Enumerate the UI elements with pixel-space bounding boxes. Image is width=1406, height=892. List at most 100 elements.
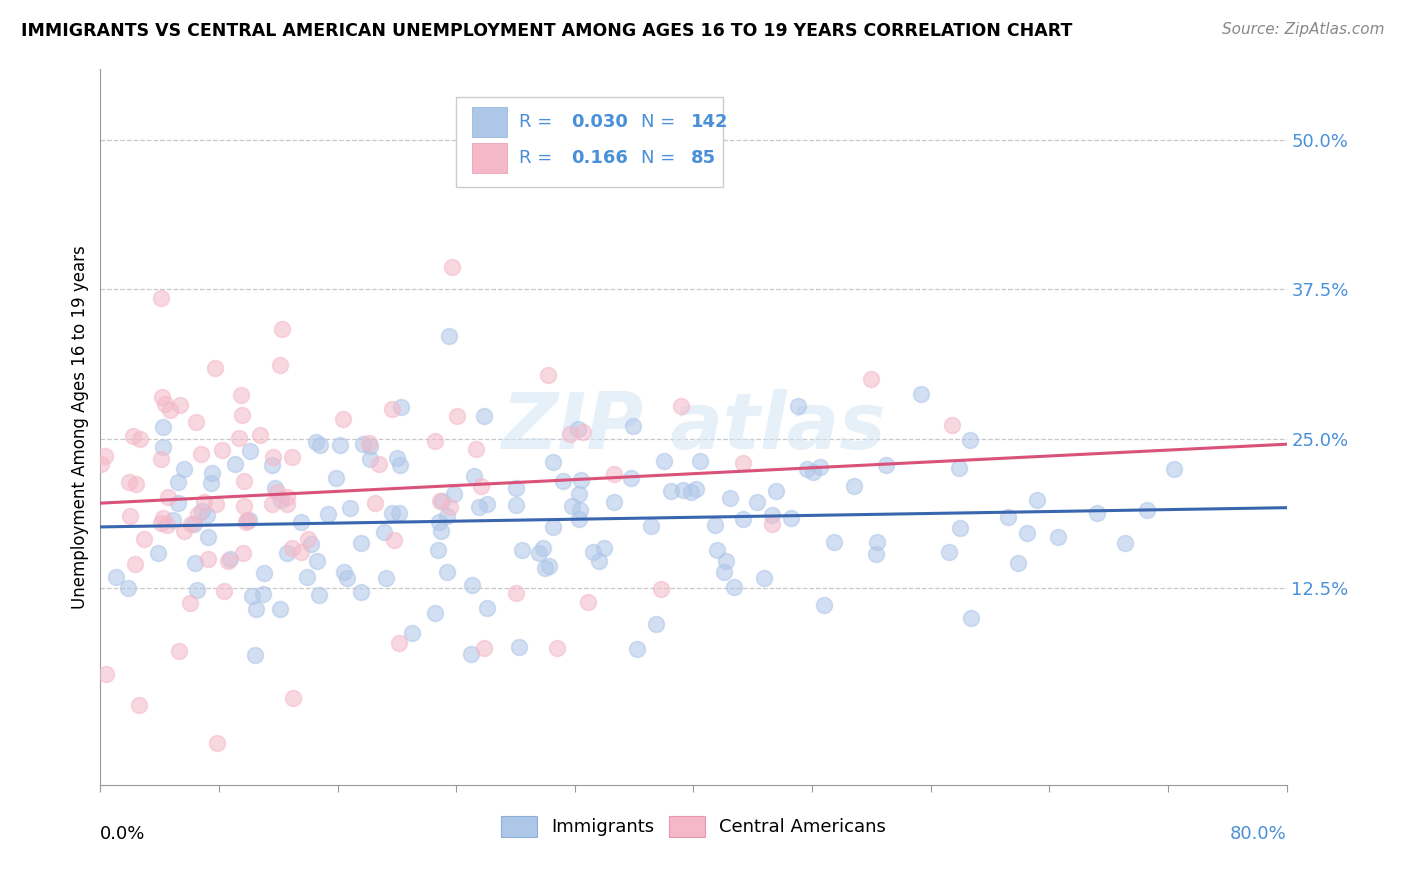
Point [305, 434, 328, 449]
Point [367, 457, 389, 471]
Point [537, 558, 560, 573]
Point [359, 439, 381, 453]
Text: R =: R = [519, 113, 553, 131]
Point [603, 494, 626, 508]
Point [183, 516, 205, 531]
Point [813, 598, 835, 612]
Point [779, 511, 801, 525]
Point [531, 541, 554, 555]
Point [948, 461, 970, 475]
Point [200, 476, 222, 491]
Point [959, 433, 981, 447]
Point [336, 571, 359, 585]
Point [389, 400, 412, 414]
Text: ZIP atlas: ZIP atlas [502, 389, 886, 465]
Point [733, 456, 755, 470]
Point [1026, 492, 1049, 507]
Point [169, 398, 191, 412]
Point [269, 602, 291, 616]
Point [468, 500, 491, 514]
Point [195, 508, 218, 522]
Point [938, 544, 960, 558]
Point [191, 504, 214, 518]
Point [269, 358, 291, 372]
Text: Source: ZipAtlas.com: Source: ZipAtlas.com [1222, 22, 1385, 37]
Point [508, 640, 530, 654]
Point [124, 558, 146, 572]
Point [568, 512, 591, 526]
Point [439, 500, 461, 514]
Text: 142: 142 [692, 113, 728, 131]
Point [689, 454, 711, 468]
Point [252, 587, 274, 601]
Point [169, 644, 191, 658]
Point [352, 437, 374, 451]
Point [551, 474, 574, 488]
Point [375, 571, 398, 585]
Point [569, 473, 592, 487]
Point [754, 571, 776, 585]
Point [446, 409, 468, 423]
Point [173, 524, 195, 539]
Point [167, 475, 190, 489]
Point [436, 508, 458, 523]
Point [228, 431, 250, 445]
Point [640, 519, 662, 533]
Text: 80.0%: 80.0% [1230, 824, 1286, 843]
Point [262, 450, 284, 464]
Point [218, 551, 240, 566]
Point [134, 532, 156, 546]
Point [1136, 503, 1159, 517]
Point [541, 455, 564, 469]
Point [733, 511, 755, 525]
Point [477, 497, 499, 511]
Point [235, 515, 257, 529]
Point [860, 372, 883, 386]
Point [1114, 535, 1136, 549]
Point [309, 437, 332, 451]
Point [681, 485, 703, 500]
Point [118, 475, 141, 489]
Point [238, 513, 260, 527]
Point [232, 546, 254, 560]
Point [875, 458, 897, 473]
Point [159, 403, 181, 417]
Point [603, 467, 626, 481]
Point [527, 547, 550, 561]
Point [381, 401, 404, 416]
Text: N =: N = [641, 113, 675, 131]
Text: 0.166: 0.166 [571, 149, 628, 167]
Point [440, 260, 463, 274]
Point [443, 487, 465, 501]
Point [645, 616, 668, 631]
Point [325, 470, 347, 484]
Point [152, 420, 174, 434]
Point [461, 578, 484, 592]
Point [626, 641, 648, 656]
Point [262, 497, 284, 511]
Point [672, 483, 695, 497]
Y-axis label: Unemployment Among Ages 16 to 19 years: Unemployment Among Ages 16 to 19 years [72, 245, 89, 608]
Point [167, 496, 190, 510]
Point [842, 478, 865, 492]
Point [93, 449, 115, 463]
Point [231, 388, 253, 402]
Point [224, 457, 246, 471]
Point [796, 461, 818, 475]
Point [201, 467, 224, 481]
Point [558, 427, 581, 442]
Point [572, 425, 595, 439]
Point [706, 542, 728, 557]
Point [329, 438, 352, 452]
Point [1017, 526, 1039, 541]
Point [117, 581, 139, 595]
Point [153, 397, 176, 411]
Point [104, 570, 127, 584]
Point [162, 513, 184, 527]
Point [155, 517, 177, 532]
Point [205, 736, 228, 750]
Point [703, 517, 725, 532]
Point [276, 491, 298, 505]
Point [620, 470, 643, 484]
Point [593, 541, 616, 556]
